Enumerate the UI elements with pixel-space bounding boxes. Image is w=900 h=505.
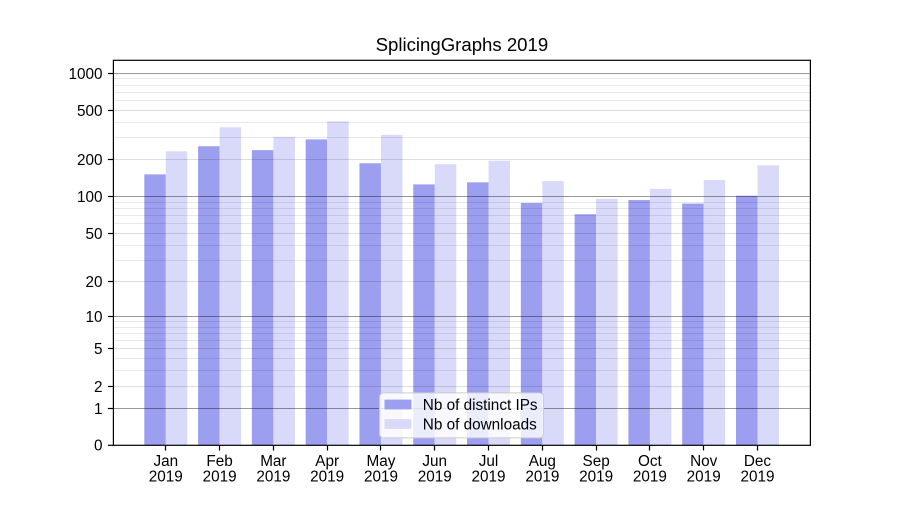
svg-text:20: 20: [85, 274, 102, 291]
svg-text:0: 0: [94, 438, 103, 455]
svg-text:200: 200: [77, 152, 103, 169]
svg-text:Apr: Apr: [315, 453, 339, 470]
svg-text:2019: 2019: [633, 468, 667, 485]
svg-text:Nb of downloads: Nb of downloads: [423, 417, 537, 434]
svg-text:2019: 2019: [364, 468, 398, 485]
svg-text:50: 50: [85, 226, 102, 243]
svg-text:Jan: Jan: [153, 453, 178, 470]
svg-text:Mar: Mar: [260, 453, 286, 470]
svg-text:Jul: Jul: [479, 453, 499, 470]
svg-text:Sep: Sep: [583, 453, 610, 470]
svg-text:Nb of distinct IPs: Nb of distinct IPs: [423, 397, 538, 414]
svg-text:2019: 2019: [256, 468, 290, 485]
svg-text:2019: 2019: [740, 468, 774, 485]
svg-text:SplicingGraphs 2019: SplicingGraphs 2019: [376, 34, 549, 55]
svg-text:2019: 2019: [687, 468, 721, 485]
svg-text:Nov: Nov: [690, 453, 718, 470]
svg-text:2019: 2019: [203, 468, 237, 485]
svg-text:Oct: Oct: [638, 453, 663, 470]
svg-text:May: May: [367, 453, 396, 470]
svg-text:2019: 2019: [472, 468, 506, 485]
svg-text:5: 5: [94, 341, 103, 358]
svg-text:Jun: Jun: [422, 453, 447, 470]
svg-text:2019: 2019: [525, 468, 559, 485]
svg-text:10: 10: [85, 309, 102, 326]
svg-text:2019: 2019: [579, 468, 613, 485]
svg-text:500: 500: [77, 103, 103, 120]
svg-text:2019: 2019: [310, 468, 344, 485]
svg-text:1000: 1000: [68, 66, 102, 83]
svg-text:Aug: Aug: [529, 453, 556, 470]
svg-text:Dec: Dec: [744, 453, 772, 470]
svg-text:100: 100: [77, 189, 103, 206]
svg-text:2: 2: [94, 379, 103, 396]
svg-text:2019: 2019: [149, 468, 183, 485]
svg-text:1: 1: [94, 401, 103, 418]
svg-text:Feb: Feb: [206, 453, 232, 470]
svg-text:2019: 2019: [418, 468, 452, 485]
